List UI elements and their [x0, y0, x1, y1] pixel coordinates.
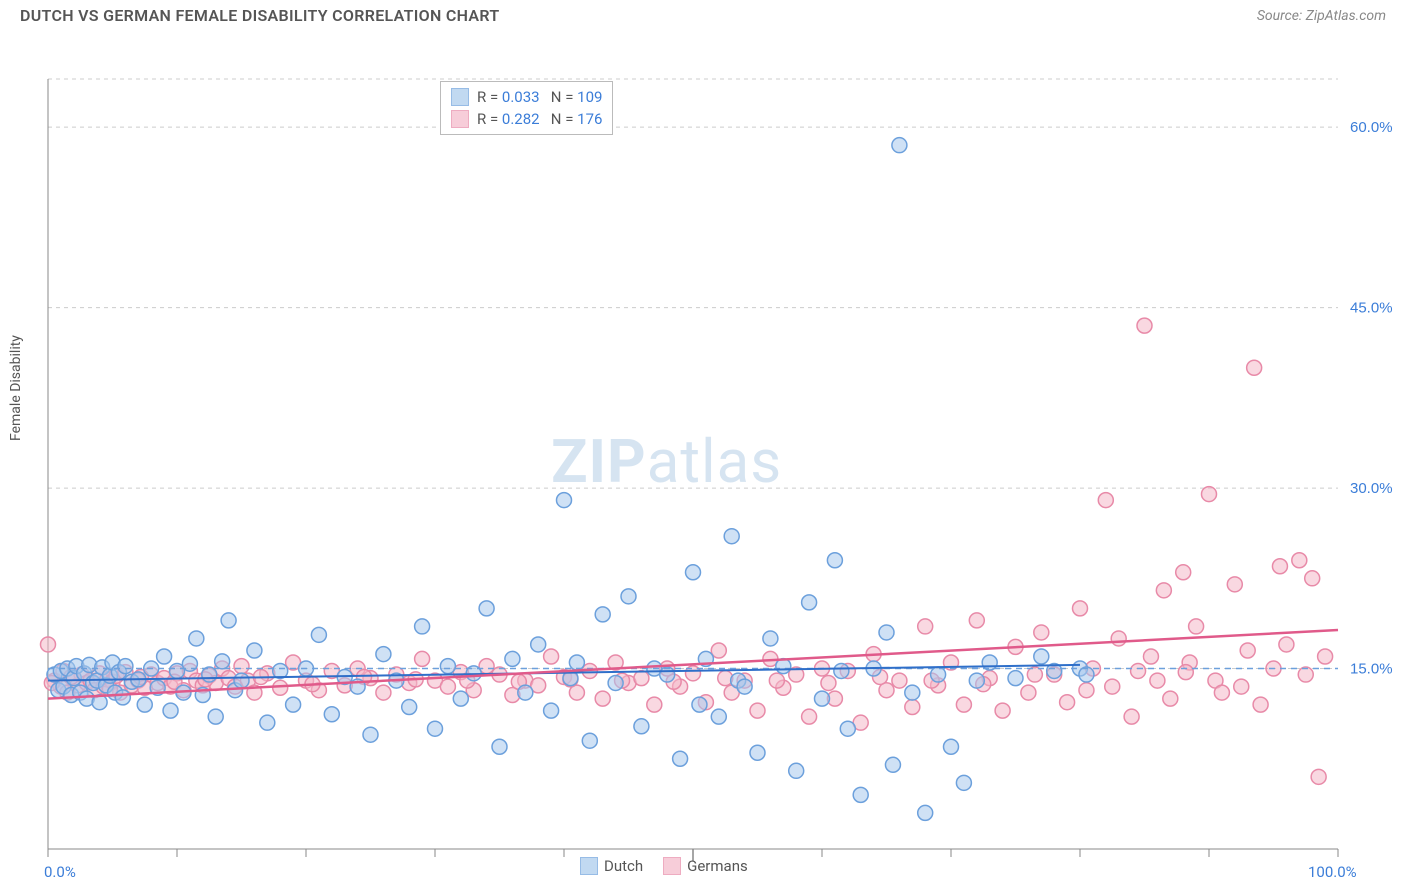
series-legend-item: Germans — [663, 857, 748, 875]
y-axis-label: Female Disability — [8, 335, 24, 441]
legend-swatch — [663, 857, 681, 875]
svg-text:45.0%: 45.0% — [1350, 300, 1393, 317]
x-axis-min-label: 0.0% — [44, 863, 76, 881]
legend-swatch — [451, 88, 469, 106]
series-legend: Dutch Germans — [580, 857, 748, 875]
legend-swatch — [451, 110, 469, 128]
svg-text:15.0%: 15.0% — [1350, 661, 1393, 678]
legend-stats: R = 0.033 N = 109 — [477, 86, 602, 108]
series-name: Dutch — [604, 857, 643, 875]
svg-text:30.0%: 30.0% — [1350, 480, 1393, 497]
legend-swatch — [580, 857, 598, 875]
legend-row: R = 0.033 N = 109 — [451, 86, 602, 108]
svg-text:60.0%: 60.0% — [1350, 119, 1393, 136]
chart-area: Female Disability 15.0%30.0%45.0%60.0% Z… — [0, 31, 1406, 891]
legend-row: R = 0.282 N = 176 — [451, 108, 602, 130]
correlation-legend: R = 0.033 N = 109R = 0.282 N = 176 — [440, 81, 613, 135]
legend-stats: R = 0.282 N = 176 — [477, 108, 602, 130]
series-name: Germans — [687, 857, 748, 875]
x-axis-max-label: 100.0% — [1308, 863, 1357, 881]
scatter-plot: 15.0% 30.0% 45.0% 60.0% — [0, 31, 1406, 889]
series-legend-item: Dutch — [580, 857, 643, 875]
chart-title: DUTCH VS GERMAN FEMALE DISABILITY CORREL… — [20, 6, 500, 25]
source-label: Source: ZipAtlas.com — [1257, 8, 1386, 24]
